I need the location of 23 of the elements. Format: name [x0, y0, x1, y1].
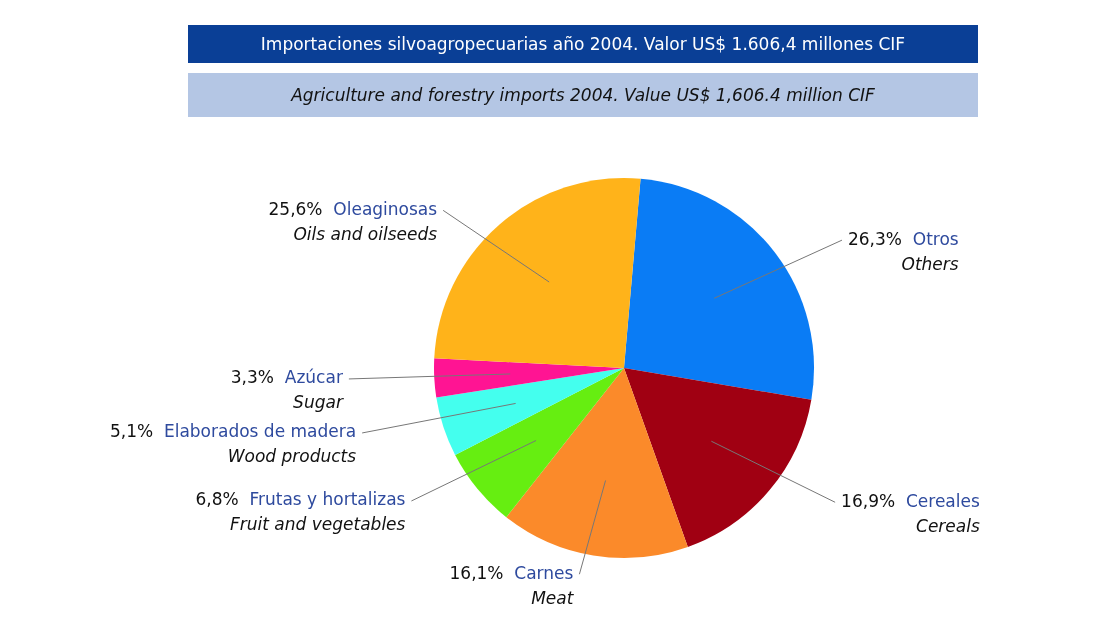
chart-subtitle: Agriculture and forestry imports 2004. Value US$ 1,606.4 million CIF [188, 73, 978, 117]
slice-label: Otros [912, 228, 959, 249]
data-label: 16,1% [449, 562, 515, 583]
slice-label: Azúcar [284, 367, 343, 388]
text: Cereals [916, 515, 980, 536]
data-label: 5,1% [109, 421, 164, 442]
slice-label: Elaborados de madera [163, 421, 357, 442]
slice-label: Carnes [514, 562, 574, 583]
slice-label: Cereales [905, 490, 980, 511]
text: Wood products [227, 446, 357, 467]
data-label: 16,9% [841, 490, 906, 511]
text: Fruit and vegetables [230, 514, 406, 535]
data-label: 25,6% [268, 198, 334, 219]
slice-label: Oleaginosas [333, 198, 438, 219]
chart-title: Importaciones silvoagropecuarias año 2004. Valor US$ 1.606,4 millones CIF [188, 25, 978, 63]
slice-label: Frutas y hortalizas [249, 489, 406, 510]
text: Sugar [293, 392, 343, 413]
data-label: 6,8% [195, 489, 250, 510]
data-label: 3,3% [230, 367, 285, 388]
text: Others [901, 253, 959, 274]
text: Oils and oilseeds [293, 223, 438, 244]
text: Meat [531, 587, 574, 608]
data-label: 26,3% [847, 228, 913, 249]
